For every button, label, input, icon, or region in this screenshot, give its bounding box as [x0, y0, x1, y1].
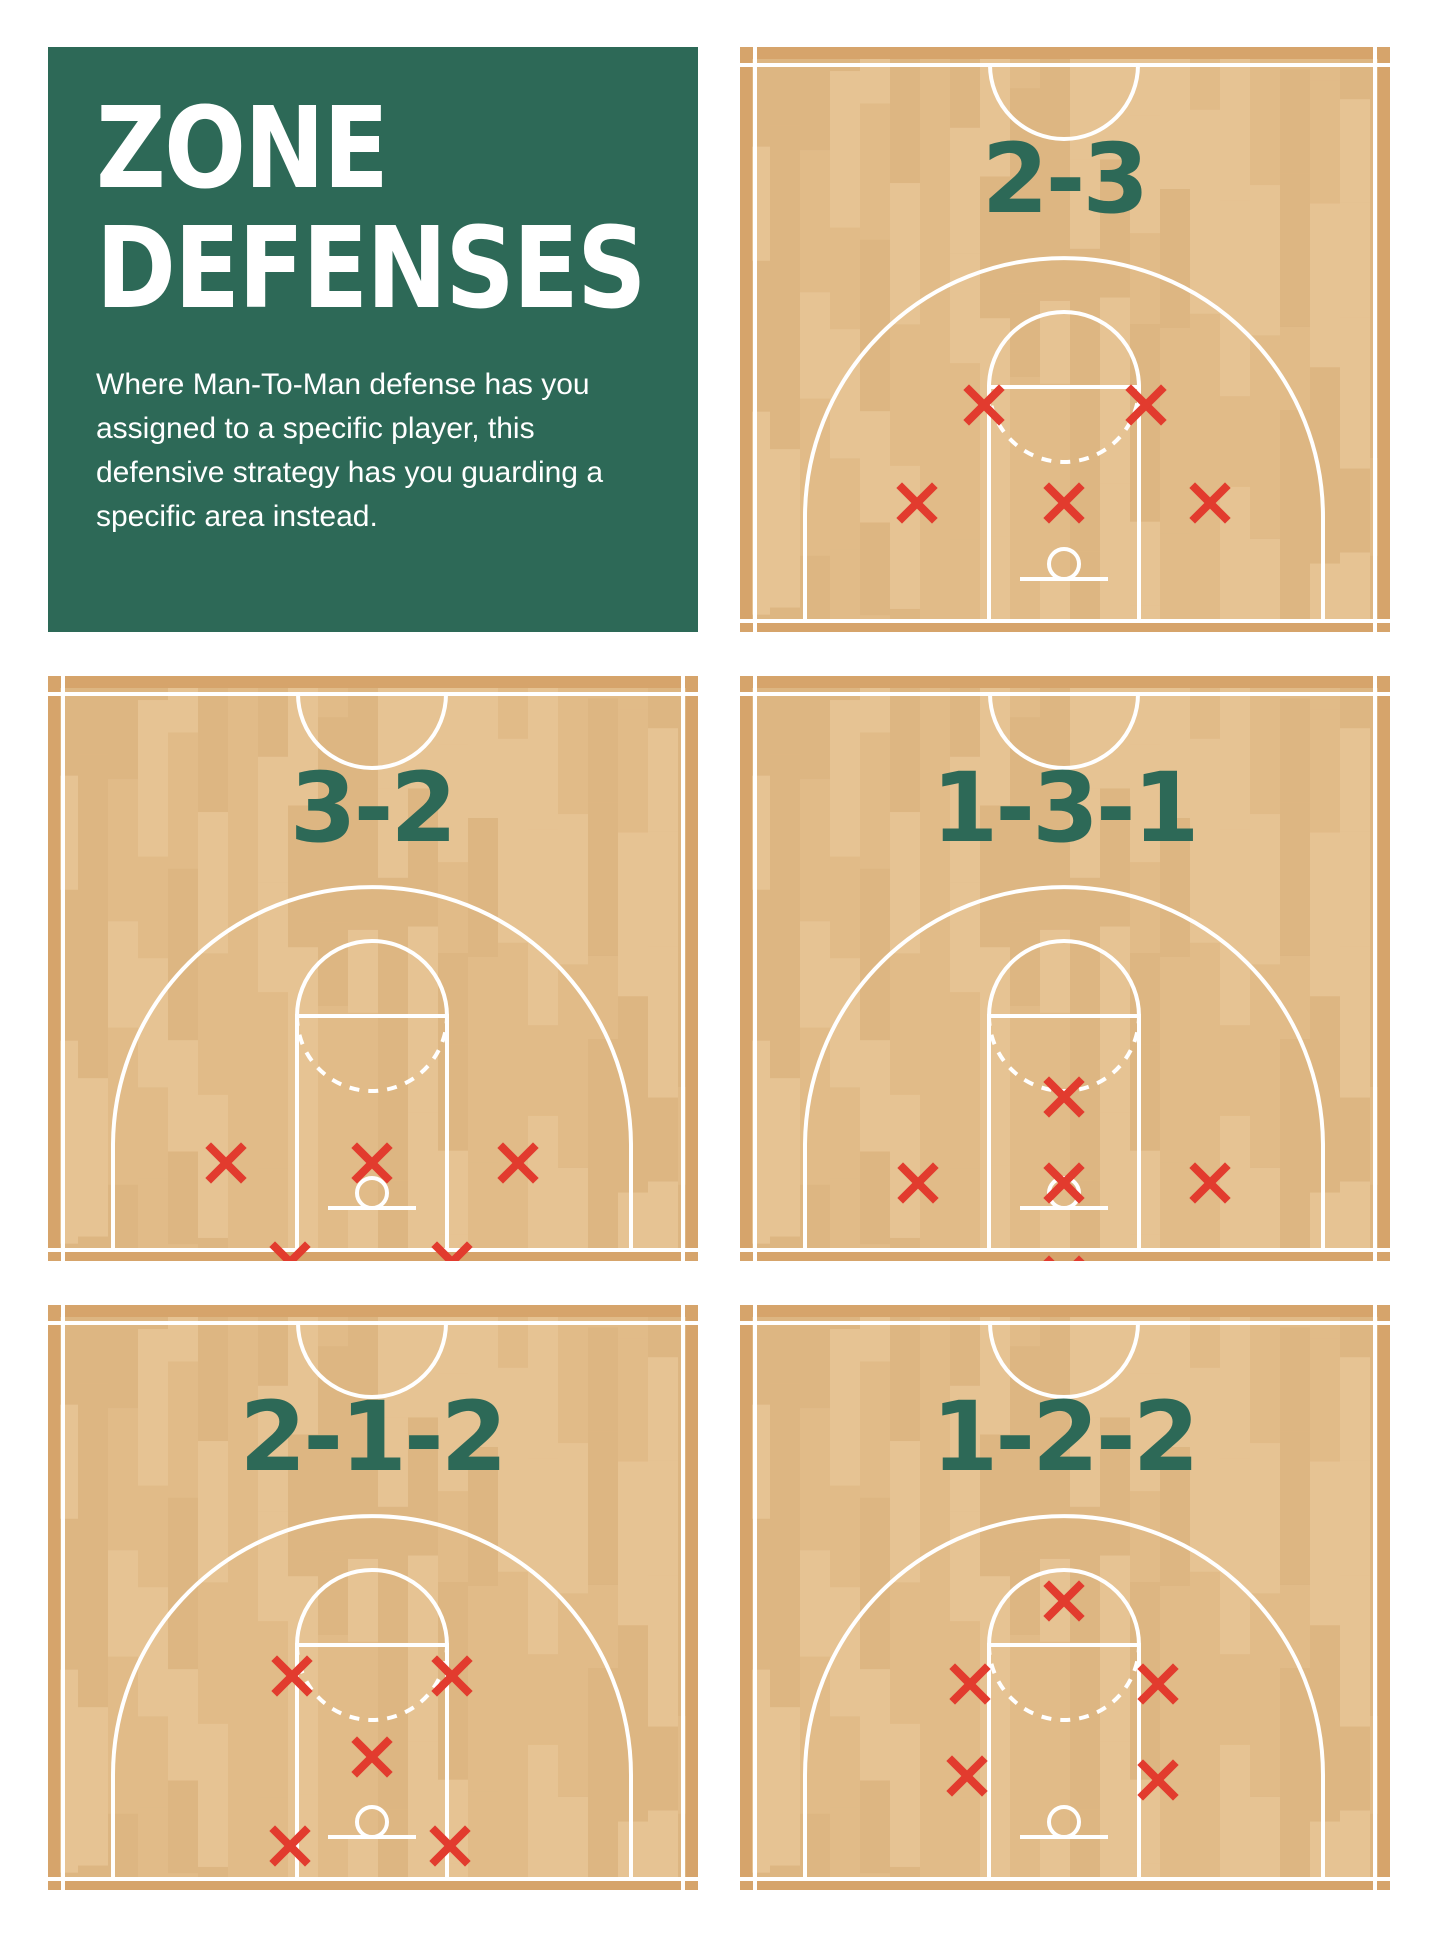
wood-floor — [740, 676, 1390, 1261]
court-lines — [740, 47, 1390, 632]
court-diagram-1-2-2: 1-2-2 — [740, 1305, 1390, 1890]
x-icon — [897, 1162, 939, 1204]
court-diagram-2-3: 2-3 — [740, 47, 1390, 632]
x-icon — [1043, 1580, 1085, 1622]
x-icon — [1189, 482, 1231, 524]
court-svg: 2-3 — [740, 47, 1390, 632]
x-icon — [1043, 482, 1085, 524]
court-svg: 3-2 — [48, 676, 698, 1261]
x-icon — [1137, 1759, 1179, 1801]
formation-label: 3-2 — [290, 752, 454, 864]
court-lines — [48, 1305, 698, 1890]
formation-label: 1-3-1 — [931, 752, 1196, 864]
x-icon — [963, 384, 1005, 426]
intro-panel: ZONE DEFENSES Where Man-To-Man defense h… — [48, 47, 698, 632]
wood-floor — [48, 676, 698, 1261]
defenders — [205, 1142, 539, 1261]
intro-description: Where Man-To-Man defense has you assigne… — [96, 368, 603, 533]
defenders — [897, 1076, 1231, 1261]
x-icon — [1137, 1663, 1179, 1705]
formation-label: 1-2-2 — [931, 1381, 1196, 1493]
defenders — [896, 384, 1231, 524]
x-icon — [1125, 384, 1167, 426]
defenders — [269, 1655, 473, 1867]
defenders — [946, 1580, 1179, 1801]
court-border — [740, 676, 1390, 1261]
wood-floor — [740, 47, 1390, 632]
x-icon — [1189, 1162, 1231, 1204]
x-icon — [351, 1736, 393, 1778]
x-icon — [949, 1663, 991, 1705]
x-icon — [431, 1241, 473, 1261]
x-icon — [1043, 1162, 1085, 1204]
court-border — [740, 47, 1390, 632]
x-icon — [431, 1655, 473, 1697]
x-icon — [269, 1241, 311, 1261]
court-lines — [740, 676, 1390, 1261]
x-icon — [946, 1755, 988, 1797]
x-icon — [896, 482, 938, 524]
court-svg: 1-2-2 — [740, 1305, 1390, 1890]
x-icon — [271, 1655, 313, 1697]
title-line-1: ZONE — [96, 84, 389, 214]
court-border — [48, 1305, 698, 1890]
x-icon — [351, 1142, 393, 1184]
x-icon — [205, 1142, 247, 1184]
court-lines — [48, 676, 698, 1261]
x-icon — [1043, 1076, 1085, 1118]
x-icon — [429, 1825, 471, 1867]
x-icon — [269, 1825, 311, 1867]
page-title: ZONE DEFENSES — [96, 89, 646, 329]
court-svg: 2-1-2 — [48, 1305, 698, 1890]
court-border — [740, 1305, 1390, 1890]
court-diagram-3-2: 3-2 — [48, 676, 698, 1261]
court-border — [48, 676, 698, 1261]
court-diagram-2-1-2: 2-1-2 — [48, 1305, 698, 1890]
court-lines — [740, 1305, 1390, 1890]
formation-label: 2-3 — [982, 123, 1146, 235]
title-line-2: DEFENSES — [96, 204, 646, 334]
court-diagram-1-3-1: 1-3-1 — [740, 676, 1390, 1261]
formation-label: 2-1-2 — [239, 1381, 504, 1493]
x-icon — [497, 1142, 539, 1184]
court-svg: 1-3-1 — [740, 676, 1390, 1261]
